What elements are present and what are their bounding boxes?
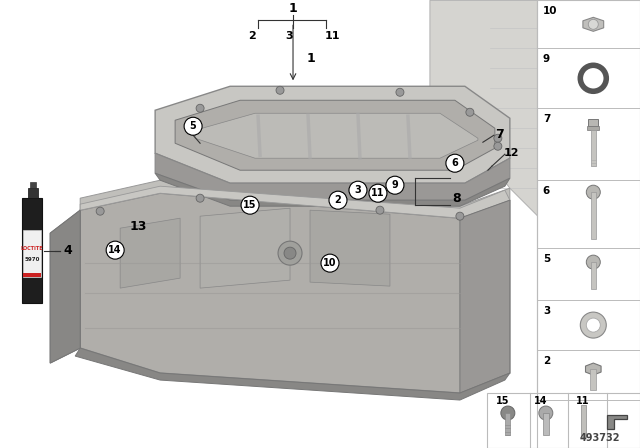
Circle shape: [96, 207, 104, 215]
Text: LOCTITE: LOCTITE: [21, 246, 44, 251]
Text: 11: 11: [324, 31, 340, 41]
Text: 9: 9: [543, 54, 550, 65]
Polygon shape: [155, 86, 510, 183]
Polygon shape: [155, 173, 510, 206]
Circle shape: [284, 247, 296, 259]
Polygon shape: [155, 153, 510, 200]
Circle shape: [276, 86, 284, 94]
Bar: [591, 192, 596, 239]
Circle shape: [196, 194, 204, 202]
Bar: [537, 0, 640, 448]
Bar: [591, 262, 596, 289]
Bar: [28, 188, 38, 198]
Text: 5: 5: [543, 254, 550, 264]
Circle shape: [278, 241, 302, 265]
Polygon shape: [586, 363, 601, 375]
Polygon shape: [175, 100, 495, 170]
Bar: [30, 182, 36, 188]
Circle shape: [446, 154, 464, 172]
Circle shape: [329, 191, 347, 209]
Polygon shape: [120, 218, 180, 288]
Polygon shape: [80, 193, 510, 393]
Circle shape: [586, 255, 600, 269]
Text: 1: 1: [289, 2, 298, 15]
Bar: [0, 0, 537, 448]
Text: 15: 15: [243, 200, 257, 210]
Bar: [23, 273, 41, 277]
Circle shape: [321, 254, 339, 272]
Bar: [487, 393, 640, 448]
Text: 10: 10: [543, 6, 557, 16]
Text: 5970: 5970: [24, 257, 40, 262]
Text: 14: 14: [534, 396, 547, 406]
Polygon shape: [310, 210, 390, 286]
Circle shape: [586, 185, 600, 199]
Circle shape: [106, 241, 124, 259]
Text: 11: 11: [371, 188, 385, 198]
Circle shape: [539, 406, 553, 420]
Text: 12: 12: [504, 148, 520, 158]
Text: 15: 15: [496, 396, 509, 406]
Text: 6: 6: [452, 158, 458, 168]
Circle shape: [369, 184, 387, 202]
Polygon shape: [583, 17, 604, 31]
Text: 14: 14: [108, 245, 122, 255]
Polygon shape: [430, 0, 640, 218]
Text: 13: 13: [129, 220, 147, 233]
Circle shape: [501, 406, 515, 420]
Circle shape: [586, 318, 600, 332]
Bar: [588, 119, 598, 126]
Circle shape: [396, 88, 404, 96]
Circle shape: [241, 196, 259, 214]
Polygon shape: [50, 210, 80, 363]
Text: 5: 5: [189, 121, 196, 131]
Polygon shape: [75, 348, 510, 400]
Bar: [581, 405, 586, 437]
Circle shape: [494, 142, 502, 150]
Bar: [23, 230, 41, 277]
Bar: [588, 126, 599, 130]
Circle shape: [588, 19, 598, 29]
Circle shape: [386, 176, 404, 194]
Bar: [591, 130, 596, 166]
Bar: [22, 198, 42, 303]
Text: 2: 2: [248, 31, 256, 41]
Text: 2: 2: [335, 195, 341, 205]
Polygon shape: [195, 113, 478, 158]
Polygon shape: [80, 180, 510, 218]
Text: 7: 7: [495, 128, 504, 141]
Bar: [543, 413, 549, 435]
Polygon shape: [80, 186, 510, 218]
Circle shape: [376, 206, 384, 214]
Text: 6: 6: [543, 186, 550, 196]
Text: 8: 8: [452, 192, 461, 205]
Text: 3: 3: [543, 306, 550, 316]
Polygon shape: [200, 208, 290, 288]
Text: 9: 9: [392, 180, 398, 190]
Bar: [506, 413, 510, 435]
Polygon shape: [607, 415, 627, 429]
Text: 3: 3: [285, 31, 293, 41]
Text: 11: 11: [576, 396, 589, 406]
Circle shape: [466, 108, 474, 116]
Text: 4: 4: [64, 244, 72, 257]
Circle shape: [580, 312, 606, 338]
Bar: [590, 369, 596, 390]
Text: 1: 1: [307, 52, 316, 65]
Circle shape: [456, 212, 464, 220]
Polygon shape: [50, 210, 80, 363]
Circle shape: [494, 134, 502, 142]
Text: 10: 10: [323, 258, 337, 268]
Circle shape: [349, 181, 367, 199]
Text: 3: 3: [355, 185, 362, 195]
Text: 2: 2: [543, 356, 550, 366]
Circle shape: [196, 104, 204, 112]
Circle shape: [184, 117, 202, 135]
Text: 7: 7: [543, 114, 550, 124]
Text: 493732: 493732: [580, 433, 620, 443]
Polygon shape: [460, 200, 510, 393]
